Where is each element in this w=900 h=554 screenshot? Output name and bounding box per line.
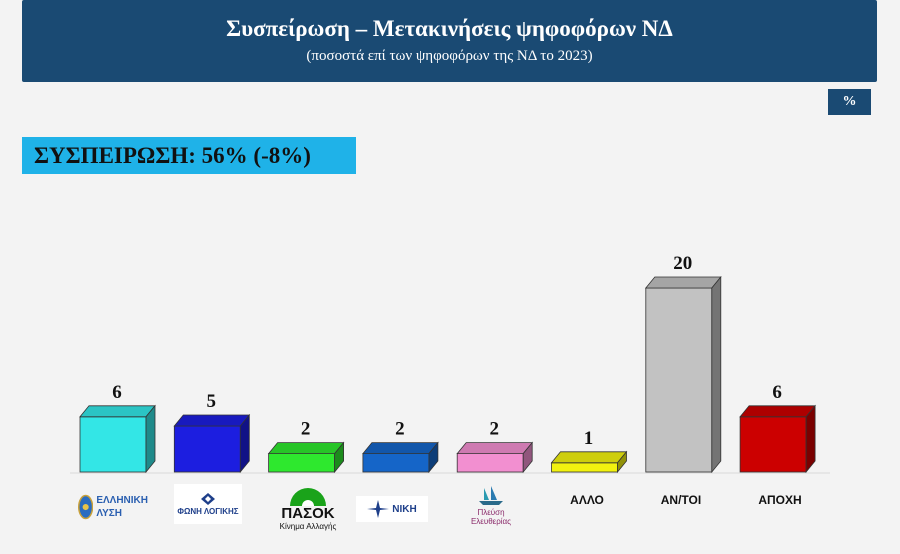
logo-foni-logikis: ΦΩΝΗ ΛΟΓΙΚΗΣ (174, 484, 242, 524)
bar-top (362, 442, 439, 455)
category-label-antoi: ΑΝ/ΤΟΙ (660, 493, 702, 507)
logo-pasok: ΠΑΣΟΚ Κίνημα Αλλαγής (270, 484, 346, 534)
bar-front (551, 462, 618, 473)
data-label-1: 5 (207, 391, 217, 412)
data-label-7: 6 (772, 382, 782, 403)
bar-7: 6 (739, 382, 816, 474)
bar-front (645, 287, 713, 473)
logo-elliniki-lysi: ΕΛΛΗΝΙΚΗ ΛΥΣΗ (78, 484, 148, 530)
logo-niki: ΝΙΚΗ (356, 496, 428, 522)
bar-5: 1 (550, 428, 628, 474)
bar-top (644, 276, 722, 289)
logo-text: Πλεύση Ελευθερίας (470, 508, 512, 526)
bar-top (79, 405, 156, 418)
shield-icon (78, 494, 94, 520)
bar-side (428, 441, 439, 474)
chart-title: Συσπείρωση – Μετακινήσεις ψηφοφόρων ΝΔ (226, 16, 673, 41)
header-bar: Συσπείρωση – Μετακινήσεις ψηφοφόρων ΝΔ (… (22, 0, 877, 82)
bar-2: 2 (267, 419, 345, 474)
unit-badge: % (828, 89, 871, 115)
bar-6: 20 (644, 253, 722, 474)
emblem-icon (201, 492, 215, 505)
data-label-3: 2 (395, 419, 405, 440)
logo-text: ΦΩΝΗ ΛΟΓΙΚΗΣ (177, 506, 239, 516)
bar-top (173, 414, 251, 427)
bar-0: 6 (79, 382, 156, 474)
star-icon (367, 500, 390, 518)
bar-1: 5 (173, 391, 251, 474)
logo-text-line1: ΕΛΛΗΝΙΚΗ (96, 495, 148, 506)
bar-top (267, 442, 345, 455)
bar-4: 2 (456, 419, 534, 474)
bar-front (79, 416, 147, 473)
bar-front (739, 416, 807, 473)
bar-front (456, 453, 524, 473)
logo-subtext: Κίνημα Αλλαγής (279, 521, 337, 531)
bar-side (334, 441, 345, 474)
ship-icon (479, 486, 503, 505)
chart-subtitle: (ποσοστά επί των ψηφοφόρων της ΝΔ το 202… (306, 48, 593, 64)
bar-side (522, 441, 533, 474)
sun-icon (290, 487, 326, 506)
bar-front (268, 453, 336, 473)
bar-3: 2 (362, 419, 439, 474)
data-label-6: 20 (673, 253, 692, 274)
data-label-4: 2 (489, 419, 499, 440)
bar-side (711, 275, 722, 474)
logo-text: ΠΑΣΟΚ (281, 504, 335, 522)
bar-top (550, 451, 628, 464)
bar-front (362, 453, 430, 473)
bar-top (456, 442, 534, 455)
rally-banner: ΣΥΣΠΕΙΡΩΣΗ: 56% (-8%) (22, 137, 356, 174)
logo-text-line2: ΛΥΣΗ (96, 508, 122, 519)
data-label-0: 6 (112, 382, 122, 403)
data-label-2: 2 (301, 419, 311, 440)
bar-side (145, 404, 156, 474)
bar-side (239, 413, 250, 474)
category-label-allo: ΑΛΛΟ (570, 493, 604, 507)
logo-text: ΝΙΚΗ (392, 503, 417, 515)
category-label-apoxi: ΑΠΟΧΗ (758, 493, 802, 507)
bar-top (739, 405, 816, 418)
data-label-5: 1 (584, 428, 594, 449)
logo-plefsi-eleftherias: Πλεύση Ελευθερίας (460, 482, 522, 530)
bar-side (805, 404, 816, 474)
bar-side (617, 450, 627, 474)
bar-front (173, 425, 241, 473)
